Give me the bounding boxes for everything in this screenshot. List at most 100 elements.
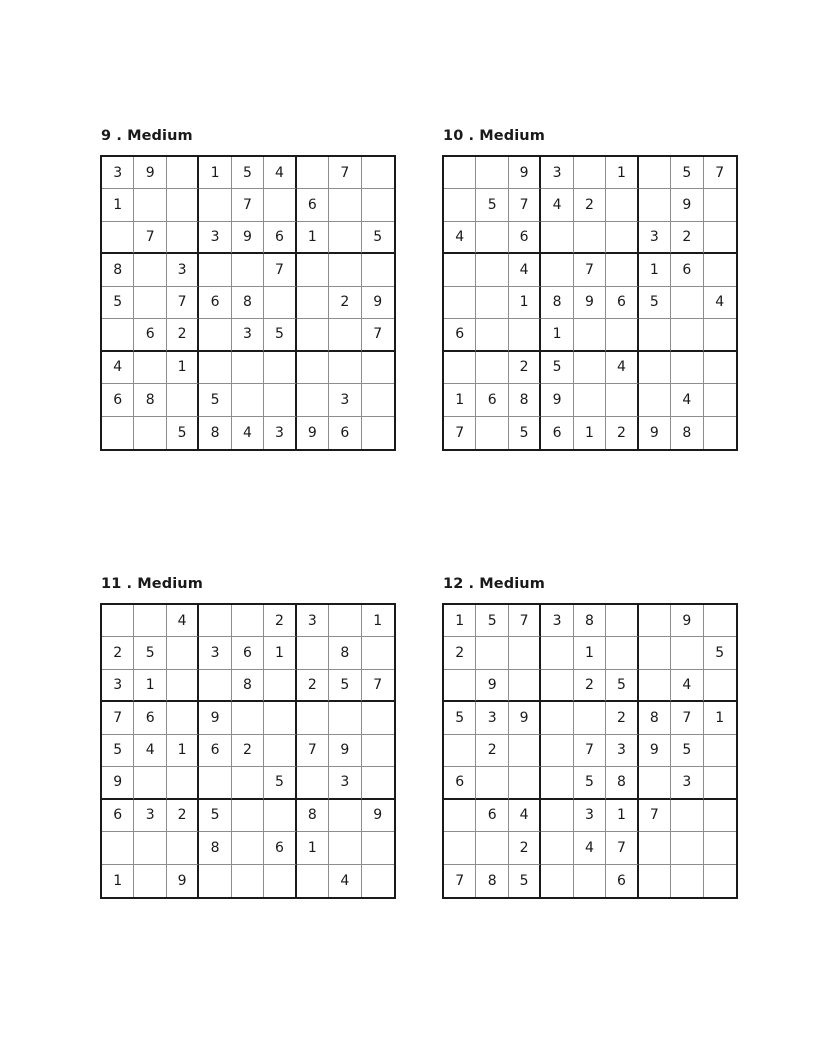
- sudoku-cell[interactable]: [231, 384, 265, 417]
- sudoku-cell[interactable]: 1: [199, 157, 232, 190]
- sudoku-cell[interactable]: [703, 864, 736, 897]
- sudoku-cell[interactable]: [638, 864, 672, 897]
- sudoku-cell[interactable]: 9: [166, 864, 200, 897]
- sudoku-cell[interactable]: 6: [102, 799, 135, 833]
- sudoku-cell[interactable]: [444, 734, 477, 768]
- sudoku-cell[interactable]: 1: [166, 734, 200, 768]
- sudoku-cell[interactable]: [638, 157, 672, 190]
- sudoku-cell[interactable]: [703, 767, 736, 800]
- sudoku-cell[interactable]: 8: [606, 767, 639, 800]
- sudoku-cell[interactable]: [361, 254, 394, 287]
- sudoku-cell[interactable]: 7: [166, 286, 200, 320]
- sudoku-cell[interactable]: [166, 157, 200, 190]
- sudoku-cell[interactable]: 5: [573, 767, 607, 800]
- sudoku-cell[interactable]: 3: [329, 767, 362, 800]
- sudoku-cell[interactable]: 1: [166, 351, 200, 385]
- sudoku-cell[interactable]: [606, 319, 639, 352]
- sudoku-cell[interactable]: 6: [444, 767, 477, 800]
- sudoku-cell[interactable]: [134, 767, 167, 800]
- sudoku-cell[interactable]: [134, 832, 167, 865]
- sudoku-cell[interactable]: [102, 605, 135, 638]
- sudoku-cell[interactable]: [296, 319, 330, 352]
- sudoku-cell[interactable]: [541, 669, 574, 703]
- sudoku-cell[interactable]: [329, 351, 362, 385]
- sudoku-cell[interactable]: [476, 351, 509, 385]
- sudoku-cell[interactable]: [606, 637, 639, 670]
- sudoku-cell[interactable]: 1: [361, 605, 394, 638]
- sudoku-cell[interactable]: [638, 351, 672, 385]
- sudoku-cell[interactable]: [361, 702, 394, 735]
- sudoku-cell[interactable]: 2: [444, 637, 477, 670]
- sudoku-cell[interactable]: [606, 384, 639, 417]
- sudoku-cell[interactable]: [134, 189, 167, 222]
- sudoku-cell[interactable]: [264, 351, 297, 385]
- sudoku-cell[interactable]: 9: [508, 157, 542, 190]
- sudoku-cell[interactable]: [573, 157, 607, 190]
- sudoku-cell[interactable]: 1: [444, 384, 477, 417]
- sudoku-cell[interactable]: 1: [606, 799, 639, 833]
- sudoku-cell[interactable]: 9: [329, 734, 362, 768]
- sudoku-cell[interactable]: [638, 319, 672, 352]
- sudoku-cell[interactable]: 5: [102, 286, 135, 320]
- sudoku-cell[interactable]: [166, 702, 200, 735]
- sudoku-cell[interactable]: [703, 254, 736, 287]
- sudoku-cell[interactable]: 6: [134, 319, 167, 352]
- sudoku-cell[interactable]: [231, 702, 265, 735]
- sudoku-cell[interactable]: 7: [231, 189, 265, 222]
- sudoku-cell[interactable]: [361, 384, 394, 417]
- sudoku-cell[interactable]: [231, 864, 265, 897]
- sudoku-cell[interactable]: 4: [329, 864, 362, 897]
- sudoku-cell[interactable]: 5: [508, 416, 542, 449]
- sudoku-cell[interactable]: 6: [264, 832, 297, 865]
- sudoku-cell[interactable]: [264, 286, 297, 320]
- sudoku-cell[interactable]: 6: [671, 254, 704, 287]
- sudoku-cell[interactable]: [508, 669, 542, 703]
- sudoku-cell[interactable]: 6: [329, 416, 362, 449]
- sudoku-cell[interactable]: [134, 416, 167, 449]
- sudoku-cell[interactable]: [329, 605, 362, 638]
- sudoku-cell[interactable]: 6: [199, 286, 232, 320]
- sudoku-cell[interactable]: 9: [134, 157, 167, 190]
- sudoku-cell[interactable]: 6: [134, 702, 167, 735]
- sudoku-cell[interactable]: [199, 669, 232, 703]
- sudoku-cell[interactable]: 9: [231, 221, 265, 255]
- sudoku-cell[interactable]: 1: [264, 637, 297, 670]
- sudoku-cell[interactable]: [541, 734, 574, 768]
- sudoku-cell[interactable]: [296, 702, 330, 735]
- sudoku-cell[interactable]: 9: [541, 384, 574, 417]
- sudoku-cell[interactable]: 9: [638, 416, 672, 449]
- sudoku-cell[interactable]: [444, 832, 477, 865]
- sudoku-cell[interactable]: 4: [703, 286, 736, 320]
- sudoku-cell[interactable]: [671, 832, 704, 865]
- sudoku-cell[interactable]: [296, 254, 330, 287]
- sudoku-cell[interactable]: [638, 767, 672, 800]
- sudoku-cell[interactable]: [361, 157, 394, 190]
- sudoku-cell[interactable]: 4: [671, 384, 704, 417]
- sudoku-cell[interactable]: [703, 669, 736, 703]
- sudoku-cell[interactable]: [541, 221, 574, 255]
- sudoku-cell[interactable]: 1: [102, 864, 135, 897]
- sudoku-cell[interactable]: 3: [606, 734, 639, 768]
- sudoku-cell[interactable]: [199, 605, 232, 638]
- sudoku-cell[interactable]: 1: [508, 286, 542, 320]
- sudoku-cell[interactable]: [638, 832, 672, 865]
- sudoku-cell[interactable]: 8: [329, 637, 362, 670]
- sudoku-cell[interactable]: [134, 605, 167, 638]
- sudoku-cell[interactable]: 5: [671, 734, 704, 768]
- sudoku-cell[interactable]: 8: [199, 416, 232, 449]
- sudoku-cell[interactable]: 5: [476, 189, 509, 222]
- sudoku-cell[interactable]: 7: [444, 416, 477, 449]
- sudoku-cell[interactable]: [703, 734, 736, 768]
- sudoku-cell[interactable]: [703, 221, 736, 255]
- sudoku-cell[interactable]: [102, 416, 135, 449]
- sudoku-cell[interactable]: [444, 189, 477, 222]
- sudoku-cell[interactable]: [231, 799, 265, 833]
- sudoku-cell[interactable]: 6: [476, 799, 509, 833]
- sudoku-cell[interactable]: 2: [671, 221, 704, 255]
- sudoku-cell[interactable]: 9: [199, 702, 232, 735]
- sudoku-cell[interactable]: 5: [199, 799, 232, 833]
- sudoku-cell[interactable]: 4: [231, 416, 265, 449]
- sudoku-cell[interactable]: 6: [508, 221, 542, 255]
